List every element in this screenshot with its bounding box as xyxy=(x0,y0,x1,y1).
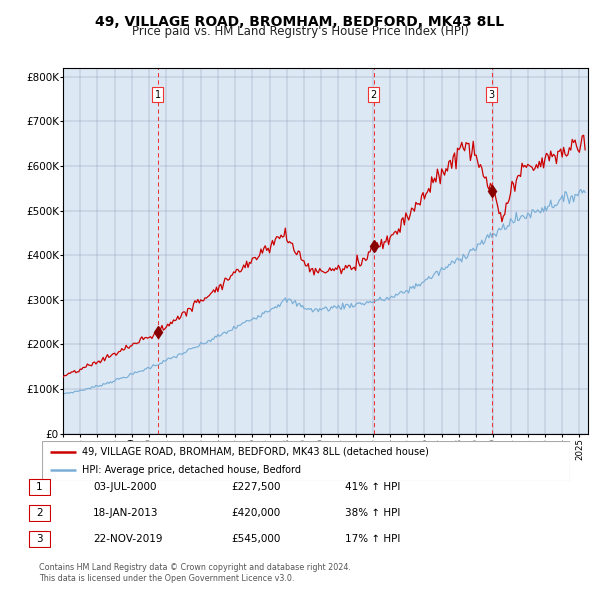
Text: Contains HM Land Registry data © Crown copyright and database right 2024.
This d: Contains HM Land Registry data © Crown c… xyxy=(39,563,351,583)
Text: 3: 3 xyxy=(488,90,494,100)
Text: 1: 1 xyxy=(155,90,161,100)
Text: 49, VILLAGE ROAD, BROMHAM, BEDFORD, MK43 8LL (detached house): 49, VILLAGE ROAD, BROMHAM, BEDFORD, MK43… xyxy=(82,447,428,457)
Text: 49, VILLAGE ROAD, BROMHAM, BEDFORD, MK43 8LL: 49, VILLAGE ROAD, BROMHAM, BEDFORD, MK43… xyxy=(95,15,505,29)
Text: 41% ↑ HPI: 41% ↑ HPI xyxy=(345,482,400,491)
Text: Price paid vs. HM Land Registry's House Price Index (HPI): Price paid vs. HM Land Registry's House … xyxy=(131,25,469,38)
Text: £227,500: £227,500 xyxy=(231,482,281,491)
FancyBboxPatch shape xyxy=(29,531,50,548)
Text: 38% ↑ HPI: 38% ↑ HPI xyxy=(345,508,400,517)
FancyBboxPatch shape xyxy=(29,479,50,496)
Text: 3: 3 xyxy=(36,535,43,544)
FancyBboxPatch shape xyxy=(42,441,570,481)
Text: 1: 1 xyxy=(36,483,43,492)
Text: HPI: Average price, detached house, Bedford: HPI: Average price, detached house, Bedf… xyxy=(82,465,301,475)
Text: 22-NOV-2019: 22-NOV-2019 xyxy=(93,534,163,543)
Text: 03-JUL-2000: 03-JUL-2000 xyxy=(93,482,157,491)
Text: 2: 2 xyxy=(36,509,43,518)
Text: 17% ↑ HPI: 17% ↑ HPI xyxy=(345,534,400,543)
Text: £545,000: £545,000 xyxy=(231,534,280,543)
Text: 2: 2 xyxy=(370,90,377,100)
FancyBboxPatch shape xyxy=(29,505,50,522)
Text: 18-JAN-2013: 18-JAN-2013 xyxy=(93,508,158,517)
Text: £420,000: £420,000 xyxy=(231,508,280,517)
